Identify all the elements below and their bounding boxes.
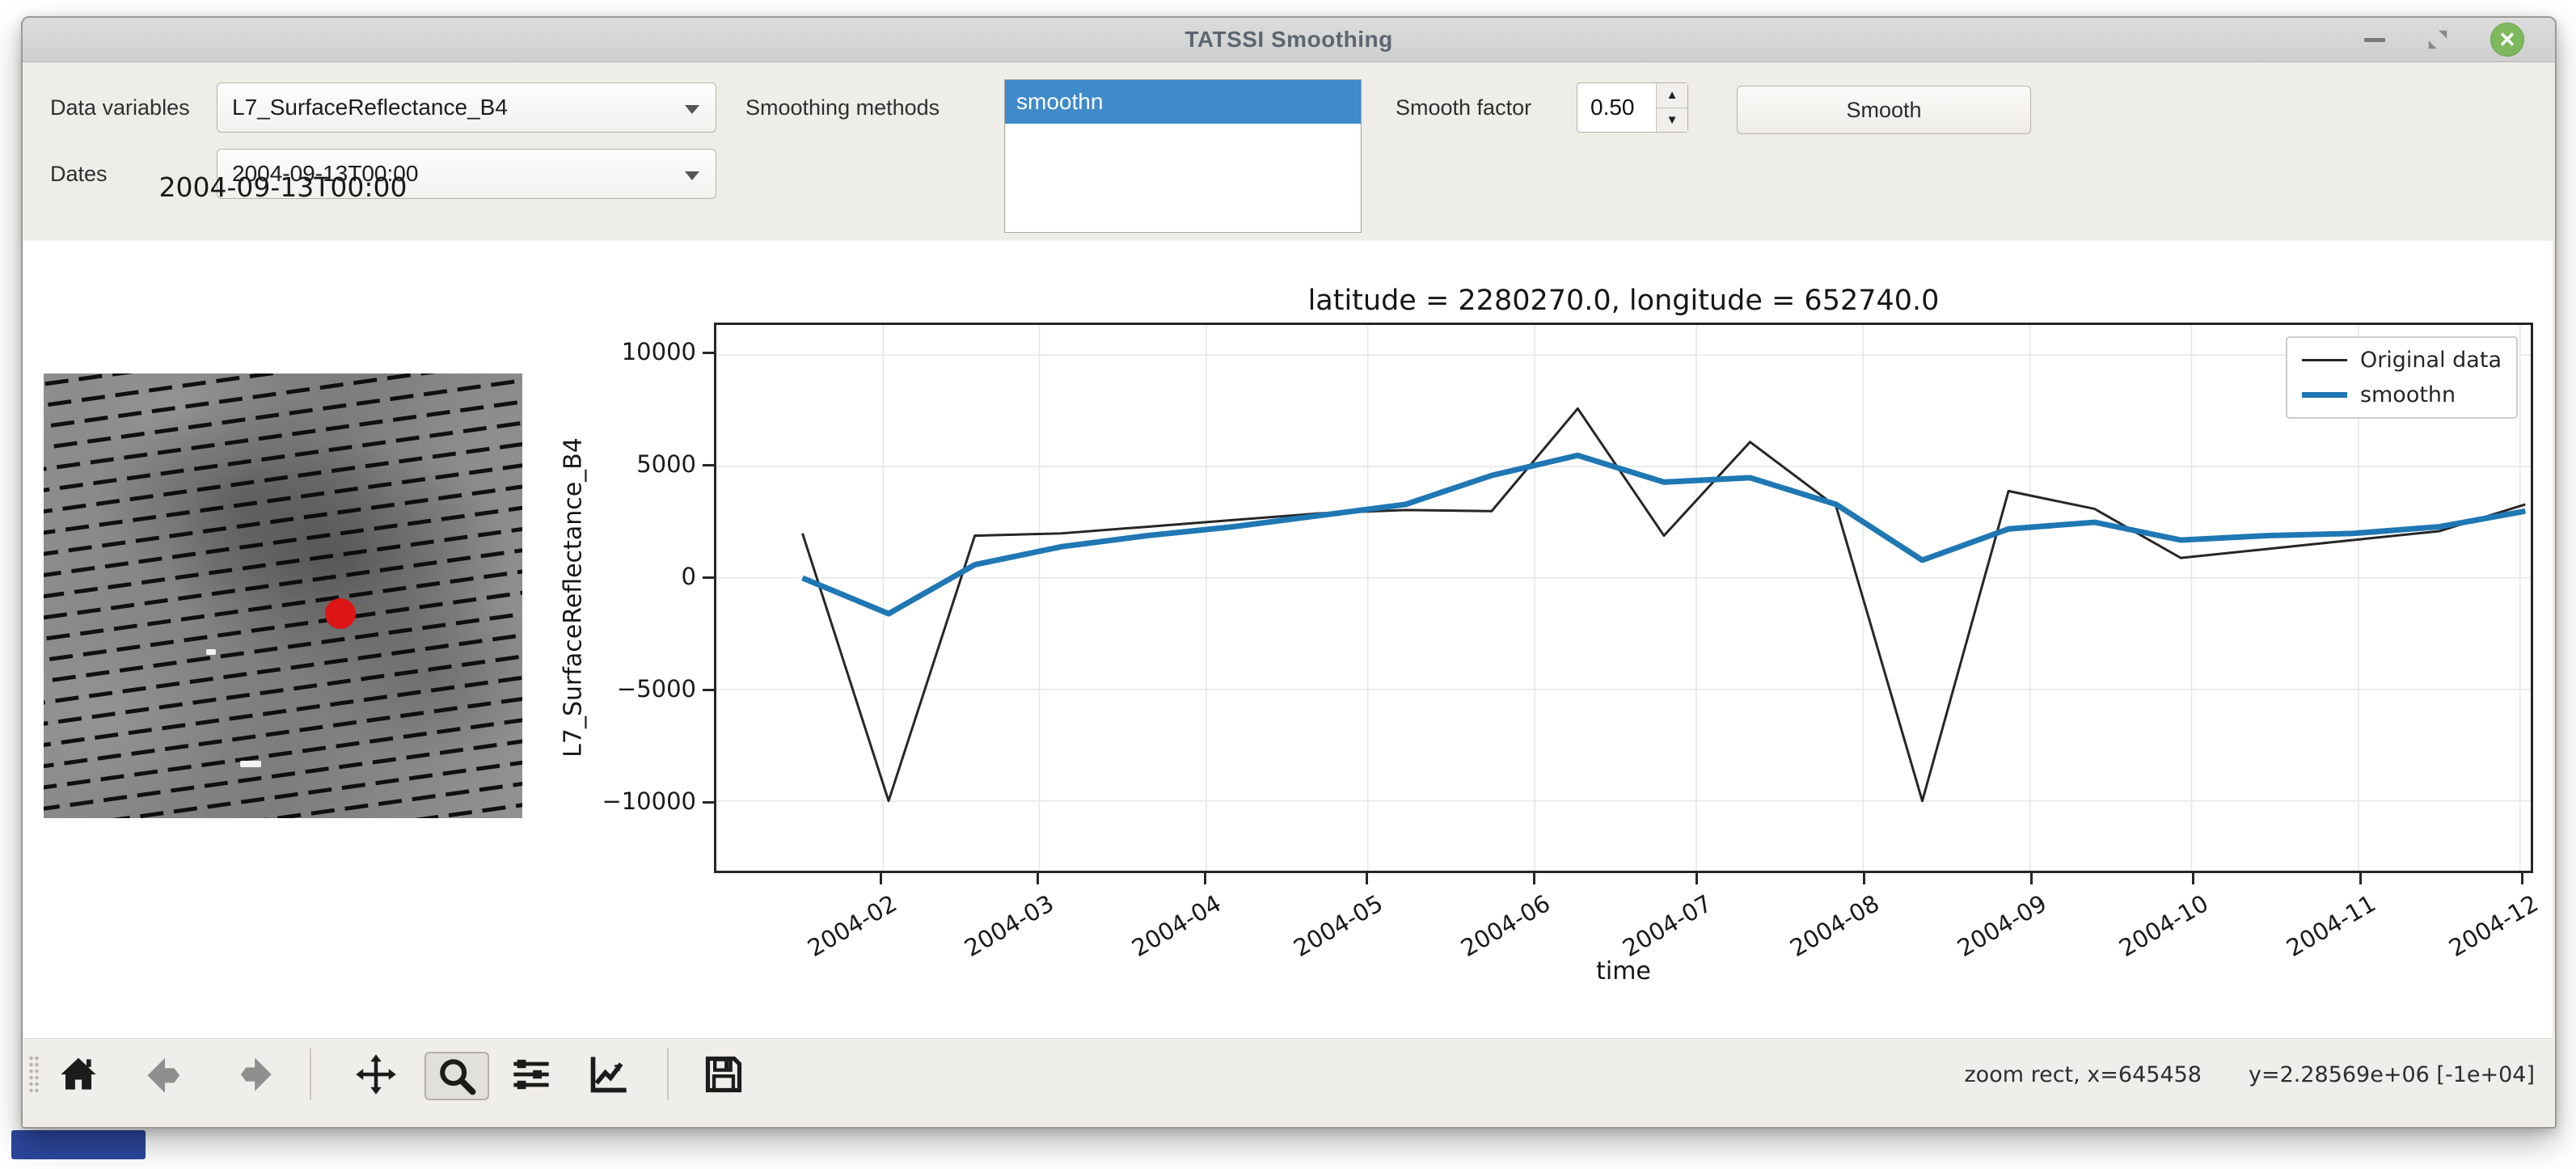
chart-title: latitude = 2280270.0, longitude = 652740… <box>1307 285 1940 317</box>
y-tick-mark <box>703 801 714 804</box>
x-tick-mark <box>2359 873 2362 884</box>
window-title: TATSSI Smoothing <box>1185 27 1393 52</box>
spin-down-button[interactable]: ▼ <box>1666 112 1679 127</box>
y-tick-label: −5000 <box>616 674 696 703</box>
x-tick-mark <box>1533 873 1536 884</box>
pan-icon <box>356 1054 396 1095</box>
y-tick-mark <box>703 464 714 467</box>
status-message: zoom rect, x=645458 <box>1964 1061 2202 1087</box>
chevron-down-icon <box>685 171 699 180</box>
legend-label: Original data <box>2359 348 2502 373</box>
plot-canvas <box>716 325 2531 871</box>
x-tick-mark <box>2521 873 2524 884</box>
minimize-icon <box>2364 37 2385 42</box>
legend: Original data smoothn <box>2285 336 2518 419</box>
plot-customize-icon <box>590 1057 627 1093</box>
smoothing-methods-label: Smoothing methods <box>745 95 940 120</box>
x-tick-mark <box>1037 873 1040 884</box>
dates-select[interactable]: 2004-09-13T00:00 <box>217 149 716 199</box>
bright-speck <box>206 649 217 655</box>
smooth-factor-value: 0.50 <box>1590 95 1635 120</box>
forward-button[interactable] <box>230 1052 276 1097</box>
subplots-button[interactable] <box>509 1052 554 1097</box>
chevron-down-icon <box>685 105 699 114</box>
restore-button[interactable] <box>2416 18 2460 61</box>
x-tick-mark <box>1695 873 1698 884</box>
y-tick-label: 0 <box>681 562 696 590</box>
taskbar-fragment <box>11 1130 146 1159</box>
data-variables-label: Data variables <box>50 95 190 120</box>
titlebar[interactable]: TATSSI Smoothing ✕ <box>23 18 2555 62</box>
save-floppy-icon <box>705 1056 742 1093</box>
x-tick-mark <box>1862 873 1865 884</box>
x-tick-mark <box>1204 873 1207 884</box>
series-smoothn <box>801 452 2526 617</box>
navigation-toolbar: zoom rect, x=645458 y=2.28569e+06 [-1e+0… <box>23 1038 2553 1110</box>
y-tick-mark <box>703 576 714 580</box>
home-button[interactable] <box>56 1052 101 1097</box>
smoothing-methods-list[interactable]: smoothn <box>1004 79 1362 233</box>
list-item-smoothn[interactable]: smoothn <box>1005 80 1361 124</box>
zoom-button[interactable] <box>424 1052 489 1100</box>
pan-button[interactable] <box>353 1052 399 1097</box>
legend-line-swatch <box>2301 392 2347 398</box>
dates-value: 2004-09-13T00:00 <box>232 161 419 186</box>
smooth-button[interactable]: Smooth <box>1737 86 2031 134</box>
x-tick-mark <box>1366 873 1369 884</box>
legend-line-swatch <box>2301 359 2347 361</box>
series-original-data <box>801 407 2526 803</box>
y-tick-label: 10000 <box>621 337 696 365</box>
y-tick-mark <box>703 689 714 692</box>
home-icon <box>61 1057 96 1090</box>
spin-up-button[interactable]: ▲ <box>1657 83 1687 108</box>
thumbnail-title: 2004-09-13T00:00 <box>158 171 408 203</box>
subplots-sliders-icon <box>513 1059 549 1090</box>
close-icon: ✕ <box>2490 23 2524 57</box>
x-tick-mark <box>2191 873 2194 884</box>
customize-button[interactable] <box>586 1052 631 1097</box>
bright-speck <box>239 760 261 767</box>
legend-entry: smoothn <box>2301 382 2502 407</box>
toolbar-grip[interactable] <box>28 1055 40 1094</box>
back-arrow-icon <box>147 1057 180 1093</box>
restore-icon <box>2428 30 2447 49</box>
y-axis-label: L7_SurfaceReflectance_B4 <box>559 437 588 758</box>
satellite-image[interactable] <box>44 373 522 818</box>
forward-arrow-icon <box>240 1057 272 1091</box>
plot-area[interactable]: Original data smoothn <box>714 323 2533 873</box>
cursor-coordinates: y=2.28569e+06 [-1e+04] <box>2248 1061 2535 1087</box>
back-button[interactable] <box>143 1052 188 1097</box>
app-window: TATSSI Smoothing ✕ Data variables L7_Sur… <box>21 16 2557 1129</box>
x-tick-mark <box>2029 873 2033 884</box>
toolbar-separator <box>310 1049 311 1100</box>
pixel-marker-icon <box>325 598 357 629</box>
close-button[interactable]: ✕ <box>2485 18 2529 61</box>
data-variables-value: L7_SurfaceReflectance_B4 <box>232 95 508 120</box>
minimize-button[interactable] <box>2353 18 2397 61</box>
smooth-factor-label: Smooth factor <box>1396 95 1532 120</box>
dates-label: Dates <box>50 161 108 186</box>
x-tick-mark <box>880 873 883 884</box>
smooth-factor-stepper[interactable]: 0.50 ▲ ▼ <box>1577 82 1688 133</box>
zoom-rect-icon <box>440 1059 476 1095</box>
slc-gap-stripes <box>44 373 522 818</box>
legend-entry: Original data <box>2301 348 2502 373</box>
legend-label: smoothn <box>2359 382 2456 407</box>
y-tick-label: 5000 <box>636 449 696 478</box>
save-button[interactable] <box>701 1052 746 1097</box>
y-tick-label: −10000 <box>602 787 696 815</box>
toolbar-separator <box>667 1049 669 1100</box>
x-axis-label: time <box>1596 957 1651 985</box>
y-tick-mark <box>703 352 714 355</box>
data-variables-select[interactable]: L7_SurfaceReflectance_B4 <box>217 82 716 133</box>
